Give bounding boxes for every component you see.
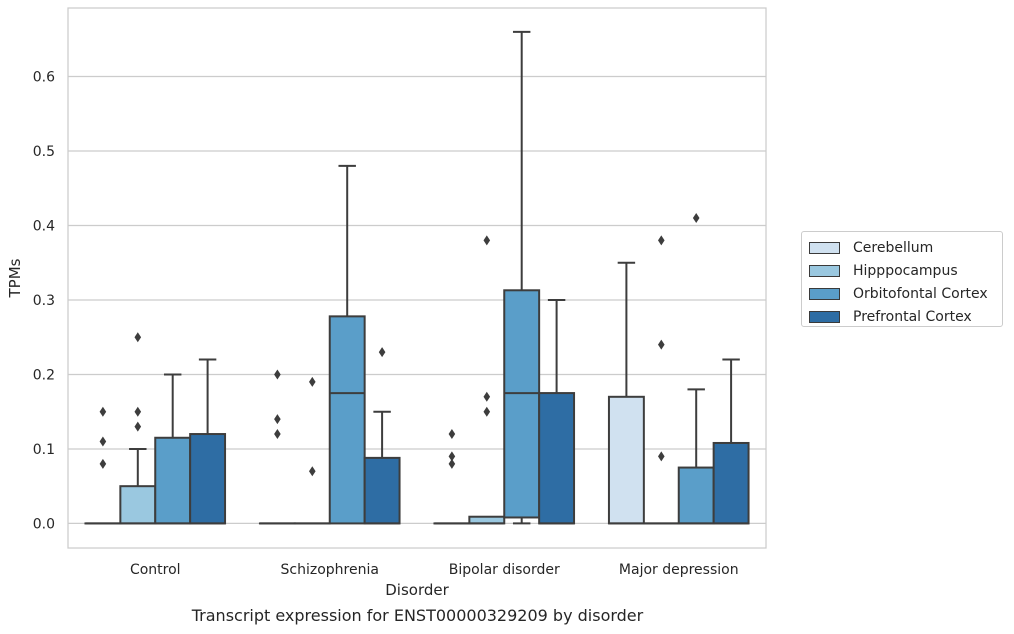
outlier-point — [134, 421, 142, 432]
outlier-point — [309, 376, 316, 387]
x-tick-label: Major depression — [619, 562, 739, 578]
outlier-point — [274, 414, 281, 425]
box-orbitofontal-cortex — [677, 213, 715, 525]
box-body — [538, 392, 576, 525]
legend-label-prefrontal-cortex: Prefrontal Cortex — [853, 308, 972, 325]
outlier-point — [483, 391, 491, 402]
plot-frame — [67, 7, 767, 549]
box-body — [468, 515, 506, 525]
outlier-point — [274, 429, 281, 440]
legend-swatch-cerebellum — [809, 241, 840, 254]
legend-item-orbitofrontal-cortex: Orbitofontal Cortex — [809, 282, 1002, 305]
y-tick-label: 0.5 — [33, 144, 55, 160]
y-tick-label: 0.3 — [33, 293, 55, 309]
y-axis-label: TPMs — [6, 258, 24, 298]
box-orbitofontal-cortex — [328, 164, 366, 525]
outlier-point — [692, 213, 700, 224]
legend-swatch-orbitofrontal-cortex — [809, 287, 840, 300]
chart-caption: Transcript expression for ENST0000032920… — [191, 606, 644, 625]
box-orbitofontal-cortex — [154, 373, 192, 525]
x-tick-label: Bipolar disorder — [449, 562, 560, 578]
outlier-point — [99, 406, 107, 417]
outlier-point — [99, 458, 107, 469]
legend-item-prefrontal-cortex: Prefrontal Cortex — [809, 305, 1002, 328]
outlier-point — [134, 406, 142, 417]
x-tick-label: Schizophrenia — [281, 562, 379, 578]
x-tick-labels: Control Schizophrenia Bipolar disorder Majo… — [130, 562, 739, 578]
outlier-point — [274, 369, 281, 380]
legend-label-hippocampus: Hipppocampus — [853, 262, 958, 279]
box-hipppocampus — [468, 235, 506, 525]
y-tick-label: 0.6 — [33, 70, 55, 86]
y-tick-label: 0.2 — [33, 367, 55, 383]
box-prefrontal-cortex — [189, 358, 227, 525]
box-cerebellum — [258, 369, 296, 525]
x-tick-label: Control — [130, 562, 181, 578]
box-prefrontal-cortex — [538, 298, 576, 525]
outlier-point — [448, 451, 456, 462]
outlier-point — [378, 347, 386, 358]
y-tick-label: 0.1 — [33, 442, 55, 458]
outlier-point — [448, 458, 456, 469]
box-hipppocampus — [642, 235, 680, 525]
legend-swatch-hippocampus — [809, 264, 840, 277]
box-body — [712, 441, 750, 525]
outlier-point — [658, 339, 665, 350]
box-cerebellum — [607, 261, 645, 525]
box-prefrontal-cortex — [712, 358, 750, 525]
chart-legend: Cerebellum Hipppocampus Orbitofontal Cor… — [801, 231, 1003, 327]
outlier-point — [658, 235, 665, 246]
box-body — [363, 456, 401, 525]
box-body — [189, 433, 227, 525]
legend-item-hippocampus: Hipppocampus — [809, 259, 1002, 282]
y-tick-label: 0.0 — [33, 516, 55, 532]
box-plots — [84, 30, 750, 525]
box-prefrontal-cortex — [363, 347, 401, 525]
x-axis-label: Disorder — [385, 581, 449, 599]
y-tick-label: 0.4 — [33, 218, 55, 234]
outlier-point — [99, 436, 107, 447]
box-cerebellum — [84, 406, 122, 525]
box-body — [154, 436, 192, 525]
legend-swatch-prefrontal-cortex — [809, 310, 840, 323]
box-body — [328, 315, 366, 525]
outlier-point — [483, 406, 491, 417]
box-body — [119, 485, 157, 525]
outlier-point — [309, 466, 316, 477]
legend-label-orbitofrontal-cortex: Orbitofontal Cortex — [853, 285, 988, 302]
legend-label-cerebellum: Cerebellum — [853, 239, 934, 256]
box-cerebellum — [433, 429, 471, 525]
box-body — [677, 466, 715, 525]
box-body — [503, 289, 541, 519]
legend-item-cerebellum: Cerebellum — [809, 236, 1002, 259]
y-tick-labels: 0.0 0.1 0.2 0.3 0.4 0.5 0.6 — [33, 70, 55, 533]
outlier-point — [134, 332, 142, 343]
box-body — [607, 395, 645, 525]
outlier-point — [448, 429, 456, 440]
outlier-point — [483, 235, 491, 246]
outlier-point — [658, 451, 665, 462]
